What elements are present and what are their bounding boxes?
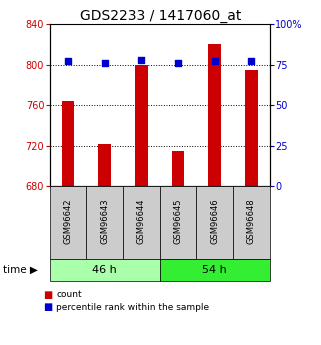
Text: ■: ■ xyxy=(43,290,53,300)
Bar xyxy=(98,144,111,186)
Text: GSM96644: GSM96644 xyxy=(137,198,146,244)
Bar xyxy=(160,259,270,281)
Text: GDS2233 / 1417060_at: GDS2233 / 1417060_at xyxy=(80,9,241,23)
Point xyxy=(139,57,144,62)
Bar xyxy=(196,186,233,259)
Point xyxy=(249,59,254,64)
Text: time ▶: time ▶ xyxy=(3,265,38,275)
Text: 46 h: 46 h xyxy=(92,265,117,275)
Point xyxy=(65,59,71,64)
Text: 54 h: 54 h xyxy=(202,265,227,275)
Text: GSM96648: GSM96648 xyxy=(247,198,256,244)
Bar xyxy=(50,186,86,259)
Bar xyxy=(86,186,123,259)
Text: GSM96646: GSM96646 xyxy=(210,198,219,244)
Bar xyxy=(135,65,148,186)
Text: ■: ■ xyxy=(43,302,53,312)
Bar xyxy=(62,101,74,186)
Text: GSM96645: GSM96645 xyxy=(174,198,183,244)
Point xyxy=(212,59,217,64)
Bar xyxy=(123,186,160,259)
Bar xyxy=(50,259,160,281)
Point xyxy=(102,60,107,66)
Point xyxy=(176,60,181,66)
Bar xyxy=(172,151,185,186)
Bar xyxy=(233,186,270,259)
Bar xyxy=(160,186,196,259)
Bar xyxy=(245,70,258,186)
Bar xyxy=(208,45,221,186)
Text: count: count xyxy=(56,290,82,299)
Text: GSM96642: GSM96642 xyxy=(64,198,73,244)
Text: percentile rank within the sample: percentile rank within the sample xyxy=(56,303,209,312)
Text: GSM96643: GSM96643 xyxy=(100,198,109,244)
